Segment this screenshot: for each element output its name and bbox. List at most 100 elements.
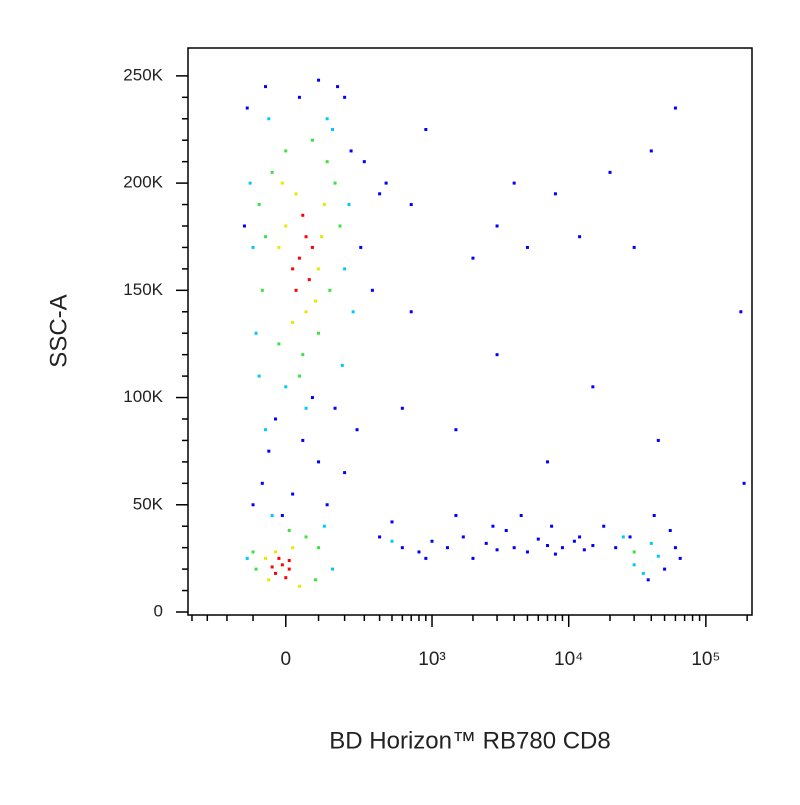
data-point: [504, 529, 508, 533]
data-point: [317, 546, 321, 550]
data-point: [739, 310, 743, 314]
data-point: [519, 513, 523, 517]
data-point: [553, 192, 557, 196]
data-point: [264, 428, 268, 432]
data-point: [347, 203, 351, 207]
y-axis-label: SSC-A: [45, 294, 72, 367]
data-point: [471, 256, 475, 260]
data-point: [280, 563, 284, 567]
data-point: [257, 374, 261, 378]
data-point: [322, 524, 326, 528]
data-point: [390, 520, 394, 524]
data-point: [545, 544, 549, 548]
data-point: [291, 320, 295, 324]
data-point: [277, 556, 281, 560]
data-point: [284, 224, 288, 228]
data-point: [495, 224, 499, 228]
data-point: [545, 460, 549, 464]
data-point: [621, 535, 625, 539]
data-point: [301, 438, 305, 442]
data-point: [287, 529, 291, 533]
data-point: [330, 567, 334, 571]
data-point: [304, 535, 308, 539]
data-point: [409, 203, 413, 207]
data-point: [317, 331, 321, 335]
plot-frame: [187, 47, 753, 616]
data-point: [632, 550, 636, 554]
data-point: [310, 396, 314, 400]
data-point: [294, 192, 298, 196]
data-point: [359, 245, 363, 249]
data-point: [641, 571, 645, 575]
data-point: [417, 550, 421, 554]
data-point: [525, 550, 529, 554]
data-point: [454, 428, 458, 432]
data-point: [632, 245, 636, 249]
data-point: [512, 181, 516, 185]
data-point: [304, 406, 308, 410]
data-point: [267, 449, 271, 453]
data-point: [656, 438, 660, 442]
data-point: [663, 567, 667, 571]
y-tick-label: 50K: [133, 494, 164, 513]
data-point: [310, 245, 314, 249]
data-point: [343, 471, 347, 475]
data-point: [678, 556, 682, 560]
data-point: [264, 85, 268, 89]
data-point: [297, 374, 301, 378]
data-point: [325, 160, 329, 164]
y-tick-label: 100K: [123, 387, 163, 406]
data-point: [257, 203, 261, 207]
data-point: [280, 513, 284, 517]
data-point: [267, 578, 271, 582]
data-point: [248, 181, 252, 185]
data-point: [553, 552, 557, 556]
data-point: [328, 288, 332, 292]
data-point: [340, 363, 344, 367]
data-point: [608, 170, 612, 174]
data-point: [338, 224, 342, 228]
data-point: [578, 235, 582, 239]
data-point: [274, 417, 278, 421]
x-tick-label: 0: [281, 649, 292, 670]
data-point: [270, 513, 274, 517]
data-point: [591, 385, 595, 389]
data-point: [274, 571, 278, 575]
y-tick-label: 200K: [123, 173, 163, 192]
data-point: [336, 85, 340, 89]
data-point: [270, 170, 274, 174]
data-point: [362, 160, 366, 164]
data-point: [307, 278, 311, 282]
data-point: [550, 524, 554, 528]
data-point: [301, 353, 305, 357]
data-point: [274, 550, 278, 554]
data-point: [656, 554, 660, 558]
data-point: [317, 78, 321, 82]
data-point: [484, 541, 488, 545]
data-point: [294, 288, 298, 292]
y-tick-label: 0: [154, 601, 163, 620]
data-point: [370, 288, 374, 292]
data-point: [343, 267, 347, 271]
data-point: [525, 245, 529, 249]
data-point: [572, 539, 576, 543]
data-point: [251, 503, 255, 507]
data-point: [297, 95, 301, 99]
y-tick-label: 250K: [123, 65, 163, 84]
data-point: [291, 492, 295, 496]
data-point: [454, 513, 458, 517]
data-point: [333, 181, 337, 185]
data-point: [317, 267, 321, 271]
data-point: [632, 563, 636, 567]
data-point: [251, 550, 255, 554]
data-point: [284, 385, 288, 389]
x-tick-label: 10⁴: [554, 649, 583, 670]
data-point: [317, 460, 321, 464]
data-point: [491, 524, 495, 528]
data-point: [390, 539, 394, 543]
data-point: [260, 288, 264, 292]
x-axis-label: BD Horizon™ RB780 CD8: [329, 727, 610, 754]
data-point: [578, 535, 582, 539]
data-point: [254, 567, 258, 571]
